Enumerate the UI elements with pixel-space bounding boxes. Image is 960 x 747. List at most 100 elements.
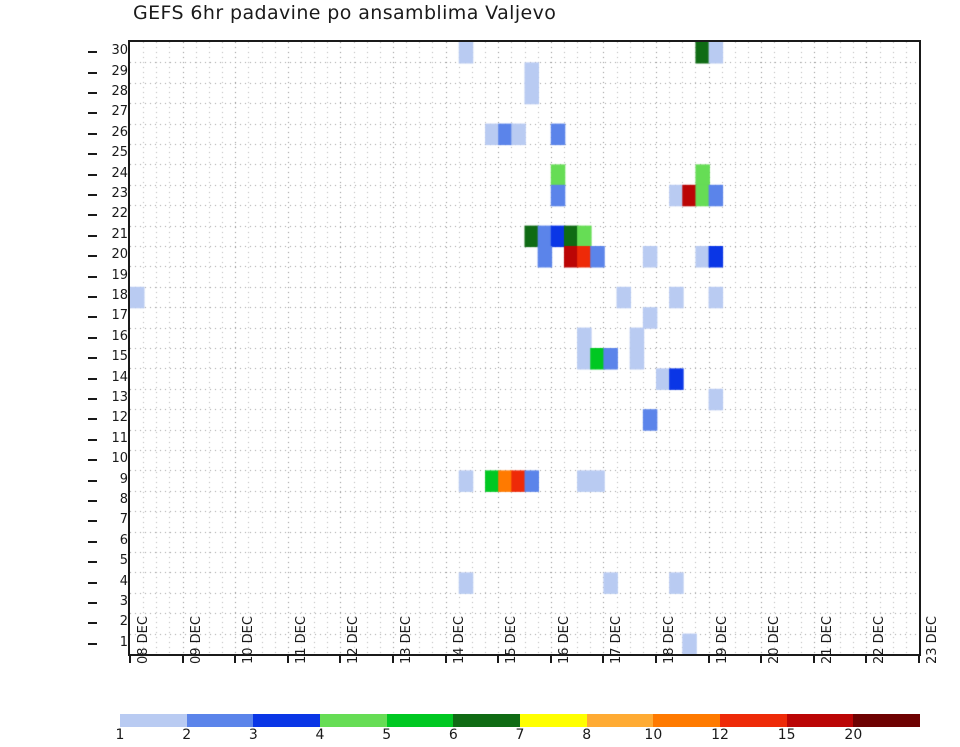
- x-tick-mark: [181, 654, 184, 663]
- x-tick-mark: [444, 654, 447, 663]
- colorbar-band: [120, 714, 187, 727]
- x-tick-mark: [392, 654, 394, 663]
- y-tick-mark: [88, 459, 97, 462]
- y-tick-mark: [88, 275, 97, 278]
- x-tick-label: 10 DEC: [241, 616, 257, 664]
- y-tick-label: 9: [119, 471, 128, 487]
- colorbar-tick-label: 12: [711, 727, 729, 743]
- y-tick-mark: [88, 316, 97, 319]
- y-tick-label: 14: [111, 369, 128, 385]
- y-tick-label: 21: [111, 226, 128, 242]
- x-tick-label: 17 DEC: [609, 616, 625, 664]
- precipitation-cells-layer: [130, 42, 919, 654]
- y-tick-mark: [88, 500, 97, 502]
- y-tick-mark: [88, 540, 97, 543]
- y-tick-mark: [88, 255, 97, 258]
- x-tick-label: 11 DEC: [293, 616, 309, 664]
- x-tick-label: 19 DEC: [714, 616, 730, 664]
- y-tick-label: 29: [111, 63, 128, 79]
- colorbar-tick-label: 7: [515, 727, 525, 743]
- y-tick-mark: [88, 173, 97, 176]
- x-tick-label: 16 DEC: [556, 616, 572, 664]
- y-tick-label: 4: [119, 573, 128, 589]
- x-tick-mark: [602, 654, 605, 663]
- x-tick-label: 09 DEC: [188, 616, 204, 664]
- colorbar-tick-label: 3: [248, 727, 258, 743]
- y-tick-label: 24: [111, 165, 128, 181]
- colorbar: [120, 714, 920, 727]
- colorbar-band: [453, 714, 520, 727]
- x-tick-label: 13 DEC: [399, 616, 414, 664]
- y-tick-mark: [88, 418, 97, 421]
- x-tick-mark: [865, 654, 868, 663]
- colorbar-band: [853, 714, 920, 727]
- y-tick-label: 23: [111, 186, 128, 201]
- y-tick-label: 20: [111, 247, 128, 263]
- x-tick-mark: [655, 654, 657, 663]
- y-tick-mark: [88, 357, 97, 360]
- y-tick-mark: [88, 112, 97, 115]
- x-tick-label: 18 DEC: [662, 616, 677, 664]
- y-tick-label: 28: [111, 84, 128, 99]
- y-tick-label: 16: [111, 328, 128, 344]
- colorbar-tick-label: 1: [115, 727, 125, 743]
- colorbar-tick-label: 5: [382, 727, 392, 743]
- y-tick-mark: [88, 51, 97, 54]
- colorbar-labels: 1 2 3 4 5 6 7 8 10 12 15 20: [0, 727, 960, 747]
- y-tick-mark: [88, 132, 97, 135]
- y-tick-label: 25: [111, 145, 128, 161]
- colorbar-band: [319, 714, 387, 727]
- colorbar-band: [519, 714, 587, 727]
- y-axis: 30 29 28 27 26 25 24 23 22 21 20 19 18 17 16 15 14 13 12 11…: [88, 0, 128, 742]
- x-tick-label: 08 DEC: [136, 616, 151, 664]
- y-tick-mark: [88, 642, 97, 645]
- x-tick-label: 14 DEC: [451, 616, 467, 664]
- colorbar-band: [386, 714, 454, 727]
- y-tick-label: 18: [111, 288, 128, 303]
- x-tick-mark: [918, 654, 920, 663]
- y-tick-mark: [88, 296, 97, 298]
- x-tick-label: 12 DEC: [346, 616, 362, 664]
- y-tick-label: 1: [119, 634, 128, 650]
- x-tick-mark: [286, 654, 289, 663]
- y-tick-label: 13: [111, 390, 128, 405]
- y-tick-label: 26: [111, 124, 128, 140]
- x-tick-label: 15 DEC: [504, 616, 520, 664]
- y-tick-mark: [88, 194, 97, 196]
- y-tick-mark: [88, 398, 97, 400]
- y-tick-label: 12: [111, 410, 128, 426]
- y-tick-label: 7: [119, 512, 128, 528]
- y-tick-label: 30: [111, 43, 128, 59]
- y-tick-mark: [88, 438, 97, 441]
- x-tick-mark: [707, 654, 710, 663]
- colorbar-band: [253, 714, 320, 727]
- colorbar-band: [786, 714, 854, 727]
- y-tick-mark: [88, 336, 97, 339]
- x-tick-label: 23 DEC: [925, 616, 940, 664]
- colorbar-tick-label: 2: [182, 727, 192, 743]
- x-tick-mark: [812, 654, 815, 663]
- colorbar-band: [586, 714, 654, 727]
- y-tick-label: 5: [119, 553, 128, 569]
- y-tick-label: 10: [111, 451, 128, 467]
- y-tick-label: 11: [111, 430, 128, 446]
- x-tick-mark: [234, 654, 237, 663]
- x-tick-mark: [129, 654, 131, 663]
- x-tick-mark: [760, 654, 763, 663]
- colorbar-tick-label: 20: [844, 727, 863, 743]
- colorbar-band: [186, 714, 254, 727]
- x-tick-mark: [339, 654, 342, 663]
- x-tick-mark: [497, 654, 500, 663]
- x-tick-label: 22 DEC: [872, 616, 888, 664]
- y-tick-mark: [88, 581, 97, 584]
- y-tick-label: 6: [119, 532, 128, 548]
- y-tick-mark: [88, 377, 97, 380]
- x-tick-label: 20 DEC: [767, 616, 783, 664]
- x-tick-label: 21 DEC: [819, 616, 835, 664]
- y-tick-label: 8: [119, 492, 128, 507]
- y-tick-mark: [88, 622, 97, 625]
- y-tick-label: 2: [119, 614, 128, 630]
- x-tick-mark: [549, 654, 552, 663]
